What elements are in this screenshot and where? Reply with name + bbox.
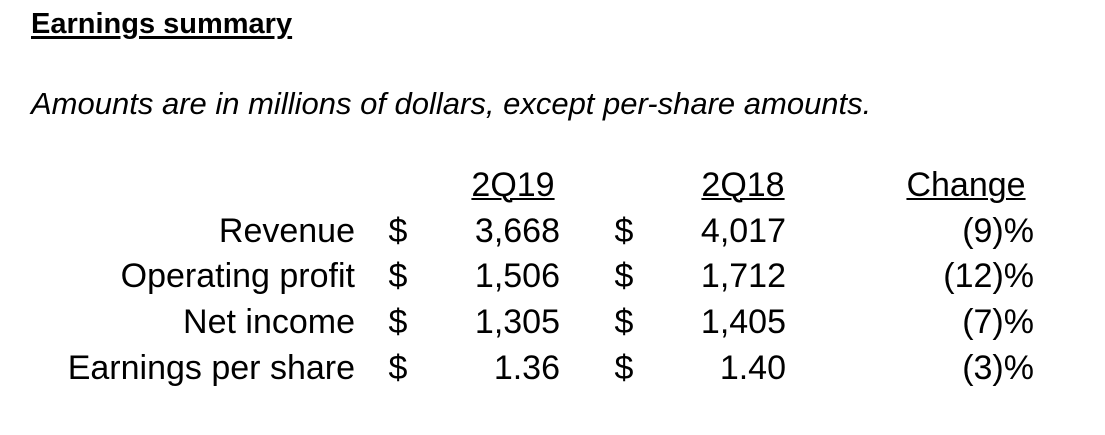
value-2q18: 1,712 [700, 257, 786, 295]
currency-sign: $ [614, 212, 634, 250]
value-2q19: 1,506 [474, 257, 560, 295]
value-2q19: 1.36 [493, 349, 560, 387]
currency-sign: $ [388, 212, 408, 250]
subtitle: Amounts are in millions of dollars, exce… [31, 86, 872, 121]
row-label: Net income [183, 303, 355, 341]
currency-sign: $ [614, 303, 634, 341]
change: (12)% [943, 257, 1034, 295]
change: (7)% [962, 303, 1034, 341]
currency-sign: $ [614, 349, 634, 387]
column-header: 2Q19 [471, 166, 555, 204]
row-label: Earnings per share [67, 349, 355, 387]
change: (3)% [962, 349, 1034, 387]
column-header: 2Q18 [701, 166, 785, 204]
change: (9)% [962, 212, 1034, 250]
currency-sign: $ [388, 303, 408, 341]
title: Earnings summary [31, 8, 293, 40]
row-label: Revenue [218, 212, 355, 250]
value-2q19: 1,305 [474, 303, 560, 341]
currency-sign: $ [388, 349, 408, 387]
currency-sign: $ [614, 257, 634, 295]
value-2q18: 4,017 [700, 212, 786, 250]
row-label: Operating profit [120, 257, 355, 295]
value-2q18: 1,405 [700, 303, 786, 341]
currency-sign: $ [388, 257, 408, 295]
value-2q19: 3,668 [474, 212, 560, 250]
column-header: Change [906, 166, 1026, 204]
value-2q18: 1.40 [719, 349, 786, 387]
